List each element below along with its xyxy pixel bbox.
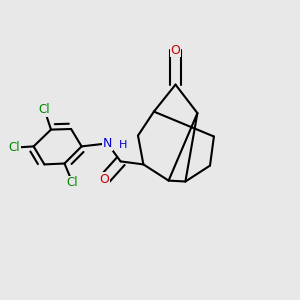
Text: Cl: Cl <box>9 141 20 154</box>
Text: Cl: Cl <box>39 103 50 116</box>
Text: H: H <box>119 140 127 150</box>
Text: O: O <box>171 44 180 57</box>
Text: Cl: Cl <box>67 176 78 190</box>
Text: N: N <box>103 137 112 150</box>
Text: O: O <box>100 173 109 186</box>
